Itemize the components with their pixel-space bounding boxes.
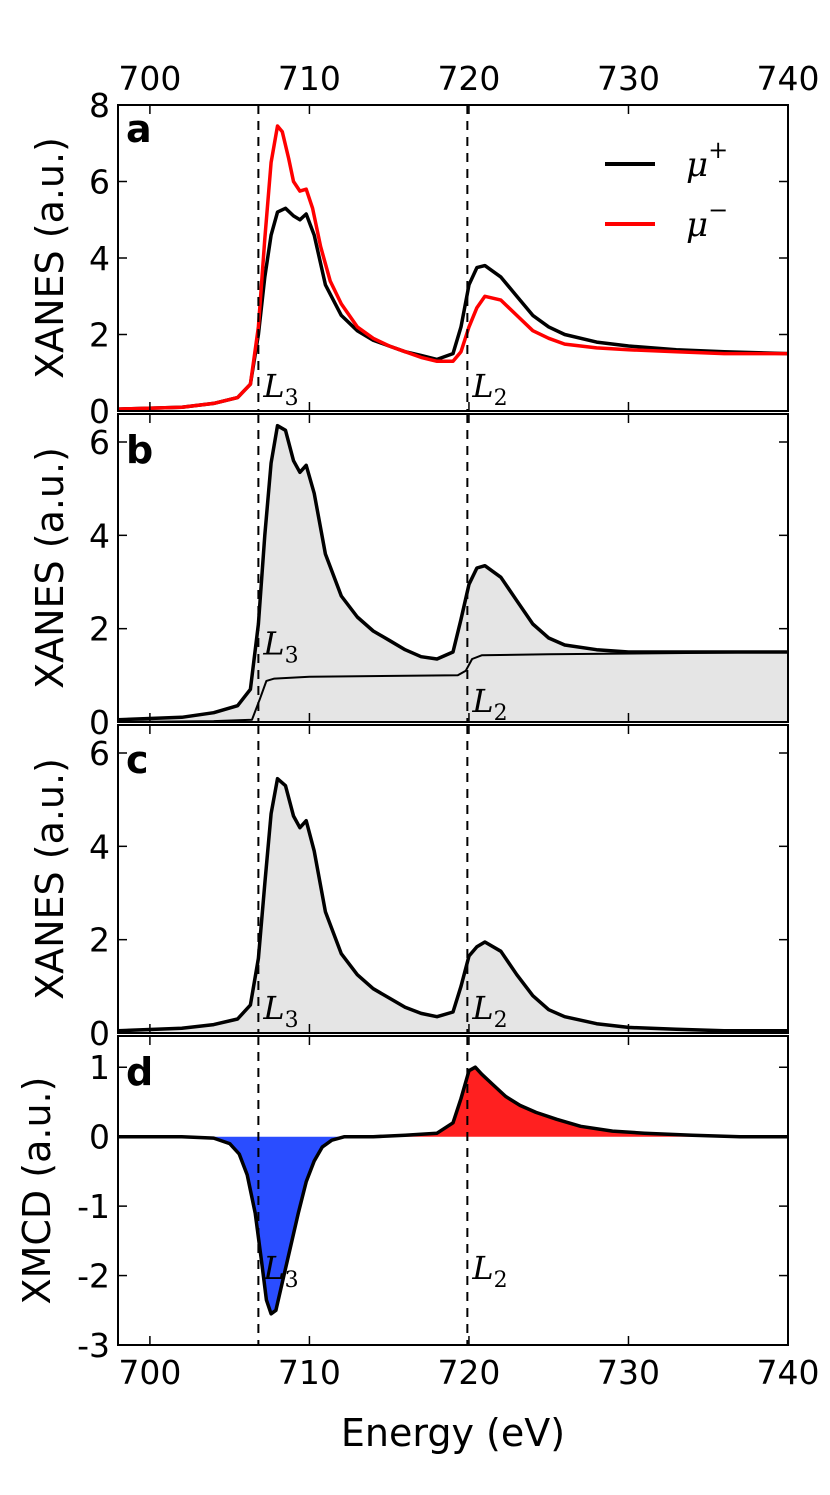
panel-d-ytick-label: 1	[89, 1048, 110, 1087]
panel-a-top-xtick-label: 740	[757, 59, 820, 98]
edge-subscript: 3	[285, 1268, 299, 1293]
panel-d-ytick-label: -1	[77, 1187, 110, 1226]
panel-a-top-xtick-label: 700	[118, 59, 181, 98]
panel-d-ytick-label: 0	[89, 1118, 110, 1157]
panel-b-ytick-label: 4	[89, 516, 110, 555]
panel-a-top-xtick-label: 710	[278, 59, 341, 98]
panel-a-ytick-label: 6	[89, 163, 110, 202]
panel-d-xtick-label: 740	[757, 1353, 820, 1392]
panel-b-letter: b	[126, 428, 153, 472]
panel-c-ytick-label: 2	[89, 921, 110, 960]
panel-d-frame	[117, 1035, 789, 1346]
panel-d-edge-label-2: L2	[471, 1249, 507, 1293]
edge-subscript: 2	[494, 1008, 508, 1033]
panel-d-negative-fill	[118, 1136, 788, 1314]
panel-d-plot-area	[118, 1065, 788, 1316]
panel-c-ytick-label: 4	[89, 827, 110, 866]
panel-b-ytick-label: 0	[89, 703, 110, 742]
panel-b-frame	[117, 413, 789, 723]
panel-d-xmcd-line	[118, 1065, 788, 1316]
legend-entry-1: μ−	[686, 196, 728, 245]
panel-c-ytick-label: 0	[89, 1014, 110, 1053]
edge-subscript: 3	[285, 643, 299, 668]
panel-a-ylabel: XANES (a.u.)	[28, 137, 72, 379]
panel-b-edge-label-2: L2	[471, 682, 507, 726]
panel-c-ytick-label: 6	[89, 734, 110, 773]
panel-d-xtick-label: 720	[437, 1353, 500, 1392]
panel-c-ylabel: XANES (a.u.)	[28, 758, 72, 1000]
panel-b-ylabel: XANES (a.u.)	[28, 447, 72, 689]
panel-a-plot-area	[118, 124, 788, 411]
panel-d: L3 L2 -3 -2 -1 0 1 700 710 720 730 740 XMCD (a.u.) d	[15, 1035, 820, 1392]
panel-c-letter: c	[126, 738, 149, 782]
panel-a-ytick-label: 0	[89, 392, 110, 431]
panel-a-ytick-label: 8	[89, 86, 110, 125]
panel-a-letter: a	[126, 107, 152, 151]
panel-b-ytick-label: 6	[89, 423, 110, 462]
legend-entry-0: μ+	[686, 136, 728, 185]
panel-b-average-fill	[118, 425, 788, 722]
panel-a-top-xtick-label: 730	[597, 59, 660, 98]
panel-d-xtick-label: 710	[278, 1353, 341, 1392]
panel-a-mu_minus-line	[118, 124, 788, 411]
panel-b-step-line	[118, 651, 788, 722]
panel-b-plot-area	[118, 423, 788, 722]
panel-d-ylabel: XMCD (a.u.)	[15, 1077, 59, 1305]
panel-b-average-line	[118, 423, 788, 722]
panel-d-xtick-label: 730	[597, 1353, 660, 1392]
x-axis-label: Energy (eV)	[341, 1411, 565, 1455]
edge-subscript: 3	[285, 386, 299, 411]
panel-d-ytick-label: -2	[77, 1257, 110, 1296]
panel-d-ytick-label: -3	[77, 1326, 110, 1365]
legend-superscript: −	[708, 196, 728, 224]
panel-a-top-xtick-label: 720	[437, 59, 500, 98]
panel-d-xtick-label: 700	[118, 1353, 181, 1392]
panel-c-frame	[117, 724, 789, 1034]
panel-c-step_subtracted-fill	[118, 778, 788, 1033]
edge-subscript: 3	[285, 1008, 299, 1033]
panel-d-letter: d	[126, 1050, 153, 1094]
edge-subscript: 2	[494, 701, 508, 726]
panel-c-plot-area	[118, 776, 788, 1033]
legend-superscript: +	[708, 136, 728, 164]
panel-a-ytick-label: 2	[89, 316, 110, 355]
panel-a-edge-label-2: L2	[471, 367, 507, 411]
panel-a-edge-label-3: L3	[262, 367, 298, 411]
panel-a-ytick-label: 4	[89, 239, 110, 278]
panel-d-positive-fill	[118, 1067, 788, 1137]
panel-d-edge-label-3: L3	[262, 1249, 298, 1293]
panel-b-ytick-label: 2	[89, 610, 110, 649]
edge-subscript: 2	[494, 1268, 508, 1293]
edge-subscript: 2	[494, 386, 508, 411]
panel-c-step_subtracted-line	[118, 776, 788, 1033]
